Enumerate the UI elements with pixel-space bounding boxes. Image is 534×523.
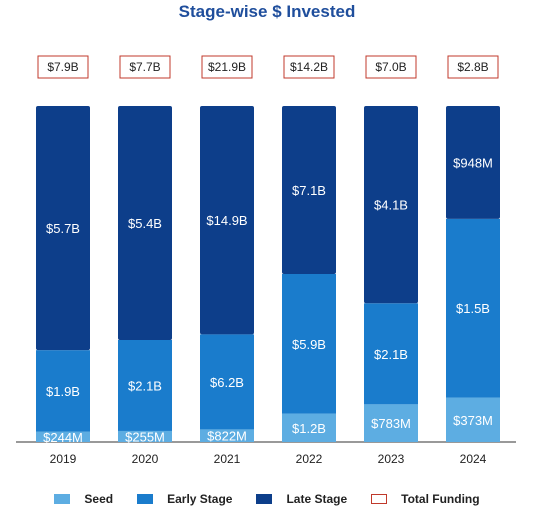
chart-legend: Seed Early Stage Late Stage Total Fundin… — [0, 492, 534, 506]
data-label-late-stage-2023: $4.1B — [374, 198, 408, 213]
data-label-early-stage-2021: $6.2B — [210, 375, 244, 390]
legend-label-total-funding: Total Funding — [401, 492, 480, 506]
x-tick-label-2022: 2022 — [296, 452, 323, 466]
bar-segment-seed-2023 — [364, 404, 418, 442]
bar-segment-early-stage-2019 — [36, 350, 90, 432]
legend-swatch-late-stage — [256, 494, 273, 504]
data-label-late-stage-2021: $14.9B — [206, 213, 247, 228]
bar-segment-seed-2019 — [36, 431, 90, 442]
bar-segment-seed-2021 — [200, 429, 254, 442]
bar-segment-seed-2022 — [282, 413, 336, 442]
data-label-late-stage-2024: $948M — [453, 155, 493, 170]
bar-segment-early-stage-2020 — [118, 339, 172, 431]
data-label-late-stage-2019: $5.7B — [46, 221, 80, 236]
bar-segment-late-stage-2020 — [118, 106, 172, 340]
x-tick-label-2019: 2019 — [50, 452, 77, 466]
x-tick-label-2023: 2023 — [378, 452, 405, 466]
bar-segment-early-stage-2022 — [282, 274, 336, 414]
data-label-seed-2023: $783M — [371, 416, 411, 431]
bar-segment-late-stage-2023 — [364, 106, 418, 304]
data-label-seed-2019: $244M — [43, 430, 83, 445]
chart-title: Stage-wise $ Invested — [178, 2, 356, 21]
total-funding-label-2019: $7.9B — [47, 60, 78, 74]
data-label-early-stage-2019: $1.9B — [46, 384, 80, 399]
legend-item-seed: Seed — [54, 492, 113, 506]
legend-swatch-seed — [54, 494, 71, 504]
legend-item-early-stage: Early Stage — [137, 492, 232, 506]
bar-segment-early-stage-2023 — [364, 303, 418, 405]
legend-label-late-stage: Late Stage — [286, 492, 348, 506]
x-tick-label-2020: 2020 — [132, 452, 159, 466]
bar-segment-late-stage-2022 — [282, 106, 336, 274]
total-funding-label-2020: $7.7B — [129, 60, 160, 74]
total-funding-box-2024 — [447, 55, 499, 79]
total-funding-box-2020 — [119, 55, 171, 79]
bar-segment-late-stage-2019 — [36, 106, 90, 351]
data-label-seed-2022: $1.2B — [292, 421, 326, 436]
total-funding-box-2023 — [365, 55, 417, 79]
bar-segment-seed-2024 — [446, 397, 500, 442]
x-tick-label-2021: 2021 — [214, 452, 241, 466]
data-label-early-stage-2020: $2.1B — [128, 378, 162, 393]
bar-segment-early-stage-2024 — [446, 218, 500, 398]
data-label-late-stage-2022: $7.1B — [292, 183, 326, 198]
data-label-early-stage-2023: $2.1B — [374, 347, 408, 362]
total-funding-box-2022 — [283, 55, 335, 79]
legend-item-total-funding: Total Funding — [371, 492, 480, 506]
total-funding-box-2019 — [37, 55, 89, 79]
bar-segment-early-stage-2021 — [200, 334, 254, 430]
data-label-late-stage-2020: $5.4B — [128, 216, 162, 231]
data-label-seed-2024: $373M — [453, 413, 493, 428]
legend-label-seed: Seed — [84, 492, 114, 506]
x-tick-label-2024: 2024 — [460, 452, 487, 466]
legend-label-early-stage: Early Stage — [167, 492, 233, 506]
legend-item-late-stage: Late Stage — [256, 492, 347, 506]
data-label-early-stage-2022: $5.9B — [292, 337, 326, 352]
bar-segment-seed-2020 — [118, 430, 172, 442]
total-funding-box-2021 — [201, 55, 253, 79]
legend-swatch-total-funding — [371, 494, 388, 504]
total-funding-label-2021: $21.9B — [208, 60, 246, 74]
total-funding-label-2023: $7.0B — [375, 60, 406, 74]
data-label-seed-2021: $822M — [207, 429, 247, 444]
total-funding-label-2022: $14.2B — [290, 60, 328, 74]
bar-segment-late-stage-2021 — [200, 106, 254, 335]
data-label-seed-2020: $255M — [125, 429, 165, 444]
bar-segment-late-stage-2024 — [446, 106, 500, 219]
legend-swatch-early-stage — [137, 494, 154, 504]
total-funding-label-2024: $2.8B — [457, 60, 488, 74]
data-label-early-stage-2024: $1.5B — [456, 301, 490, 316]
